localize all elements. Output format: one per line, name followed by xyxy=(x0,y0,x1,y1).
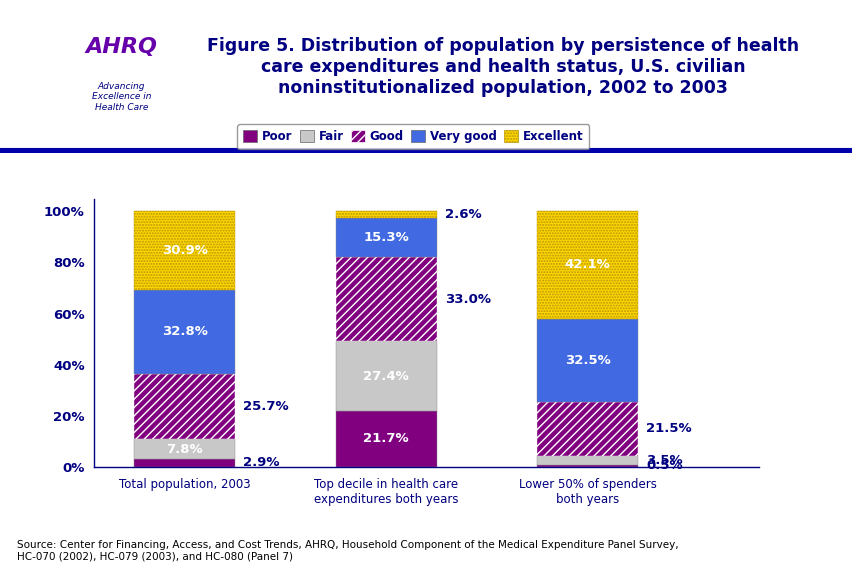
Text: 27.4%: 27.4% xyxy=(363,370,409,383)
Bar xyxy=(134,290,234,374)
Text: 42.1%: 42.1% xyxy=(564,259,610,271)
Bar xyxy=(336,411,436,467)
Text: Advancing
Excellence in
Health Care: Advancing Excellence in Health Care xyxy=(92,82,152,112)
Bar xyxy=(134,211,234,290)
Text: 15.3%: 15.3% xyxy=(363,231,409,244)
Bar xyxy=(336,211,436,218)
Text: 32.8%: 32.8% xyxy=(161,325,207,338)
Legend: Poor, Fair, Good, Very good, Excellent: Poor, Fair, Good, Very good, Excellent xyxy=(237,124,589,149)
Bar xyxy=(134,459,234,467)
Text: 2.6%: 2.6% xyxy=(444,209,481,221)
Bar xyxy=(537,456,637,465)
Text: 7.8%: 7.8% xyxy=(166,443,203,456)
Text: 21.7%: 21.7% xyxy=(363,433,408,445)
Bar xyxy=(134,439,234,459)
Text: 33.0%: 33.0% xyxy=(444,293,490,306)
Text: 3.5%: 3.5% xyxy=(646,454,682,467)
Bar xyxy=(537,211,637,319)
Bar xyxy=(134,374,234,439)
Text: Figure 5. Distribution of population by persistence of health
care expenditures : Figure 5. Distribution of population by … xyxy=(207,37,798,97)
Bar xyxy=(336,342,436,411)
Text: 0.5%: 0.5% xyxy=(646,460,682,472)
Text: 32.5%: 32.5% xyxy=(564,354,610,366)
Bar xyxy=(336,218,436,257)
Text: Source: Center for Financing, Access, and Cost Trends, AHRQ, Household Component: Source: Center for Financing, Access, an… xyxy=(17,540,678,562)
Text: 30.9%: 30.9% xyxy=(161,244,207,257)
Text: 25.7%: 25.7% xyxy=(243,400,288,413)
Bar xyxy=(336,257,436,342)
Bar xyxy=(537,319,637,401)
Bar xyxy=(72,9,170,144)
Text: AHRQ: AHRQ xyxy=(86,36,158,56)
Bar xyxy=(537,401,637,456)
Text: 2.9%: 2.9% xyxy=(243,456,279,469)
Bar xyxy=(537,465,637,467)
Text: 21.5%: 21.5% xyxy=(646,422,691,435)
